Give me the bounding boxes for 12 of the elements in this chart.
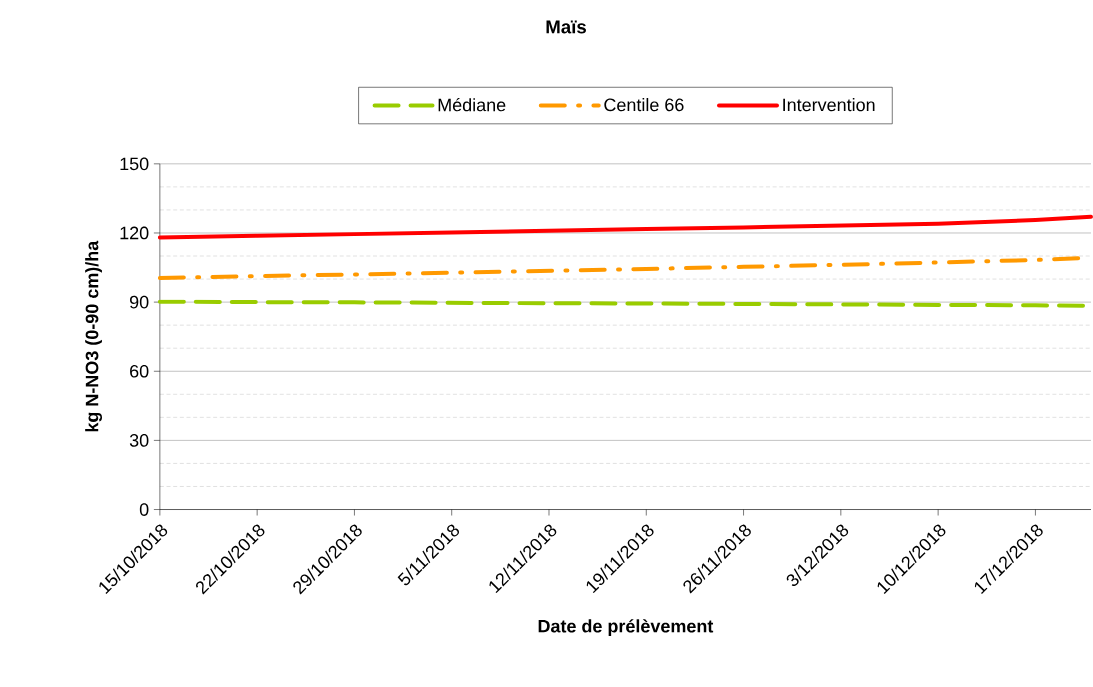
legend-label: Intervention <box>783 97 875 112</box>
y-tick-label: 30 <box>129 433 149 447</box>
x-axis-title: Date de prélèvement <box>538 618 714 636</box>
y-tick-label: 60 <box>130 364 149 378</box>
legend-label: Centile 66 <box>604 97 684 112</box>
y-axis-title: kg N-NO3 (0-90 cm)/ha <box>85 240 103 432</box>
chart-title: Maïs <box>546 20 586 34</box>
y-tick-label: 90 <box>129 295 149 309</box>
legend-label: Médiane <box>438 97 506 112</box>
y-tick-label: 120 <box>120 226 149 240</box>
y-tick-label: 150 <box>120 157 149 171</box>
y-tick-label: 0 <box>139 502 149 516</box>
